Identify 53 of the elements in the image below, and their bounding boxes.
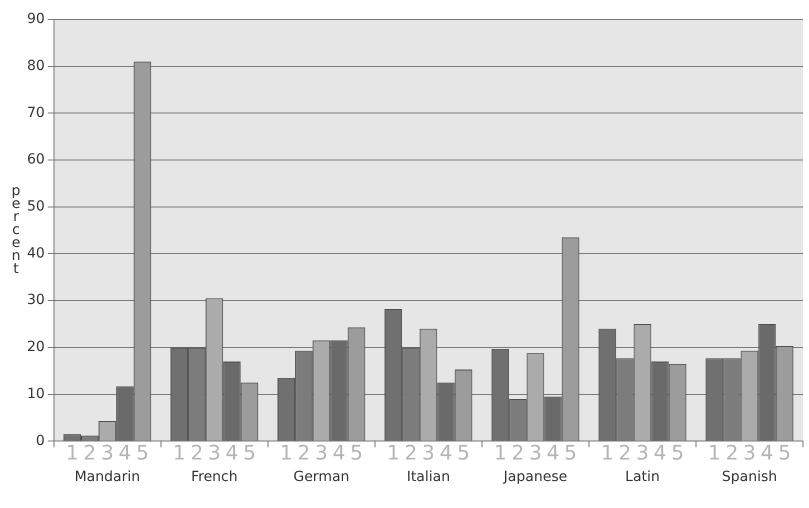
y-tick-label: 90 [26,11,45,28]
text: 5 [778,440,791,464]
y-tick-label: 50 [26,198,45,215]
x-tick-label: French [191,469,238,486]
text: 1 [280,440,293,464]
y-tick-label: 60 [26,152,45,168]
text: 2 [618,440,632,464]
x-tick-label: Mandarin [74,469,140,486]
y-tick-label: 30 [26,292,45,308]
text: 3 [315,440,328,464]
text: 2 [404,440,418,464]
y-tick-label: 20 [26,339,45,356]
text: 2 [190,440,204,464]
text: 2 [726,440,738,464]
text: 2 [512,440,524,464]
text: 1 [600,440,614,464]
text: 1 [172,440,186,464]
series-label: 2 [83,440,96,464]
text: 1 [494,440,507,464]
series-label: 1 [66,440,79,464]
text: 4 [440,440,452,464]
text: 3 [743,440,756,464]
y-tick-label: 80 [26,58,45,74]
text: 4 [332,440,346,464]
text: 4 [760,440,774,464]
x-tick-label: Japanese [502,469,568,486]
text: 3 [208,440,221,464]
x-tick-label: Spanish [722,469,778,486]
text: 5 [350,440,363,464]
y-tick-label: 40 [26,245,45,262]
text: 3 [422,440,435,464]
y-axis-title: percent [8,182,24,274]
y-tick-label: 10 [26,386,45,402]
text: 2 [297,440,310,464]
text: 1 [386,440,400,464]
text: 1 [708,440,721,464]
x-tick-label: Latin [625,469,660,486]
series-label: 3 [100,440,114,464]
x-tick-label: Italian [406,469,450,486]
x-tick-label: German [293,469,350,486]
text: 5 [671,440,684,464]
text: 3 [636,440,649,464]
text: 5 [243,440,256,464]
series-label: 5 [136,440,149,464]
text: 4 [546,440,560,464]
text: 3 [529,440,542,464]
text: 5 [564,440,577,464]
text: 4 [654,440,666,464]
text: 4 [226,440,238,464]
y-tick-label: 0 [36,432,45,449]
text: 5 [457,440,470,464]
series-label: 4 [118,440,132,464]
y-tick-label: 70 [26,104,45,121]
